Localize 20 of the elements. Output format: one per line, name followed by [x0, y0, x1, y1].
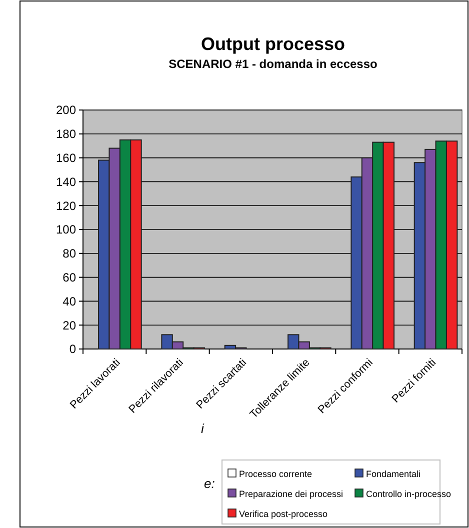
y-tick-label: 160 — [56, 151, 76, 165]
y-tick-label: 140 — [56, 174, 76, 189]
y-tick-label: 120 — [56, 198, 76, 213]
y-tick-label: 40 — [62, 294, 76, 308]
y-tick-label: 180 — [56, 127, 76, 142]
y-tick-label: 80 — [62, 246, 76, 261]
y-tick-label: 100 — [56, 222, 76, 237]
text: i — [201, 421, 205, 436]
legend-label: Processo corrente — [239, 469, 312, 480]
text: e: — [204, 476, 216, 491]
legend-label: Fondamentali — [366, 469, 421, 480]
y-tick-label: 0 — [69, 342, 76, 356]
chart-title: Output processo — [200, 34, 346, 54]
y-tick-label: 200 — [56, 103, 76, 118]
chart-subtitle: SCENARIO #1 - domanda in eccesso — [168, 57, 378, 71]
y-tick-label: 60 — [62, 270, 76, 284]
legend-label: Controllo in-processo — [366, 489, 452, 500]
legend-label: Verifica post-processo — [239, 509, 328, 520]
y-tick-label: 20 — [62, 318, 76, 332]
legend-label: Preparazione dei processi — [239, 489, 344, 500]
